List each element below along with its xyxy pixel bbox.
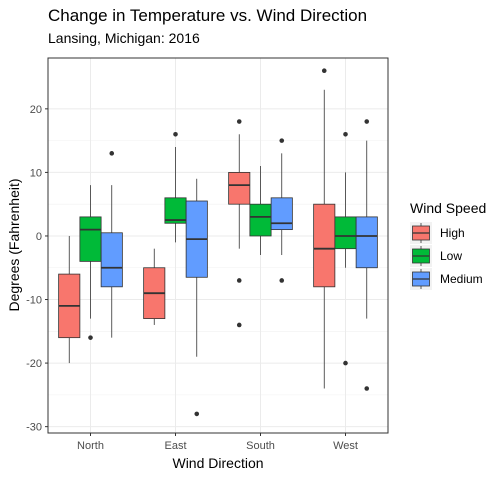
box-body bbox=[355, 216, 378, 269]
y-tick-label: 20 bbox=[30, 104, 42, 116]
outlier-point bbox=[236, 278, 242, 283]
outlier-point bbox=[321, 68, 327, 74]
box-body bbox=[249, 203, 272, 237]
legend-label: Low bbox=[440, 249, 462, 263]
x-axis-title: Wind Direction bbox=[172, 455, 263, 471]
box-medium-east bbox=[185, 178, 208, 417]
box-body bbox=[270, 197, 293, 231]
box-body bbox=[100, 232, 123, 288]
x-tick-label: North bbox=[77, 440, 104, 452]
box-body bbox=[313, 203, 336, 288]
legend-key-low bbox=[410, 245, 432, 267]
chart-subtitle: Lansing, Michigan: 2016 bbox=[48, 30, 200, 46]
outlier-point bbox=[343, 360, 348, 366]
y-axis-title: Degrees (Fahrenheit) bbox=[6, 178, 22, 311]
outlier-point bbox=[343, 131, 348, 137]
box-medium-west bbox=[355, 119, 378, 391]
box-body bbox=[79, 216, 102, 262]
outlier-point bbox=[194, 411, 200, 417]
y-tick-label: 10 bbox=[30, 167, 42, 179]
outlier-point bbox=[236, 322, 242, 328]
y-tick-label: -30 bbox=[26, 422, 42, 434]
box-medium-north bbox=[100, 151, 123, 338]
y-tick-label: 0 bbox=[36, 231, 42, 243]
legend: Wind Speed High Low Medium bbox=[410, 200, 486, 290]
y-tick-label: -20 bbox=[26, 358, 42, 370]
x-tick-label: East bbox=[164, 440, 186, 452]
box-high-north bbox=[58, 235, 81, 364]
outlier-point bbox=[279, 278, 285, 283]
box-high-south bbox=[228, 119, 251, 328]
outlier-point bbox=[236, 119, 242, 124]
outlier-point bbox=[364, 119, 370, 124]
chart-marks bbox=[58, 68, 378, 417]
outlier-point bbox=[173, 131, 178, 137]
box-low-east bbox=[164, 131, 187, 243]
legend-label: High bbox=[440, 226, 465, 240]
y-tick-label: -10 bbox=[26, 295, 42, 307]
box-body bbox=[334, 216, 357, 250]
x-tick-label: South bbox=[246, 440, 275, 452]
axes: -30 -20 -10 0 10 20 North East South West bbox=[26, 104, 358, 452]
outlier-point bbox=[109, 151, 115, 156]
legend-label: Medium bbox=[440, 272, 483, 286]
outlier-point bbox=[88, 335, 93, 340]
outlier-point bbox=[279, 138, 285, 143]
panel-border bbox=[47, 57, 389, 434]
box-body bbox=[228, 172, 251, 205]
outlier-point bbox=[364, 386, 370, 391]
box-low-south bbox=[249, 166, 272, 256]
box-medium-south bbox=[270, 138, 293, 283]
box-high-west bbox=[313, 68, 336, 389]
box-low-west bbox=[334, 131, 357, 366]
legend-key-high bbox=[410, 222, 432, 244]
legend-key-medium bbox=[410, 268, 432, 290]
box-high-east bbox=[143, 248, 166, 325]
legend-title: Wind Speed bbox=[410, 200, 486, 216]
chart-title: Change in Temperature vs. Wind Direction bbox=[48, 6, 368, 25]
x-tick-label: West bbox=[333, 440, 358, 452]
